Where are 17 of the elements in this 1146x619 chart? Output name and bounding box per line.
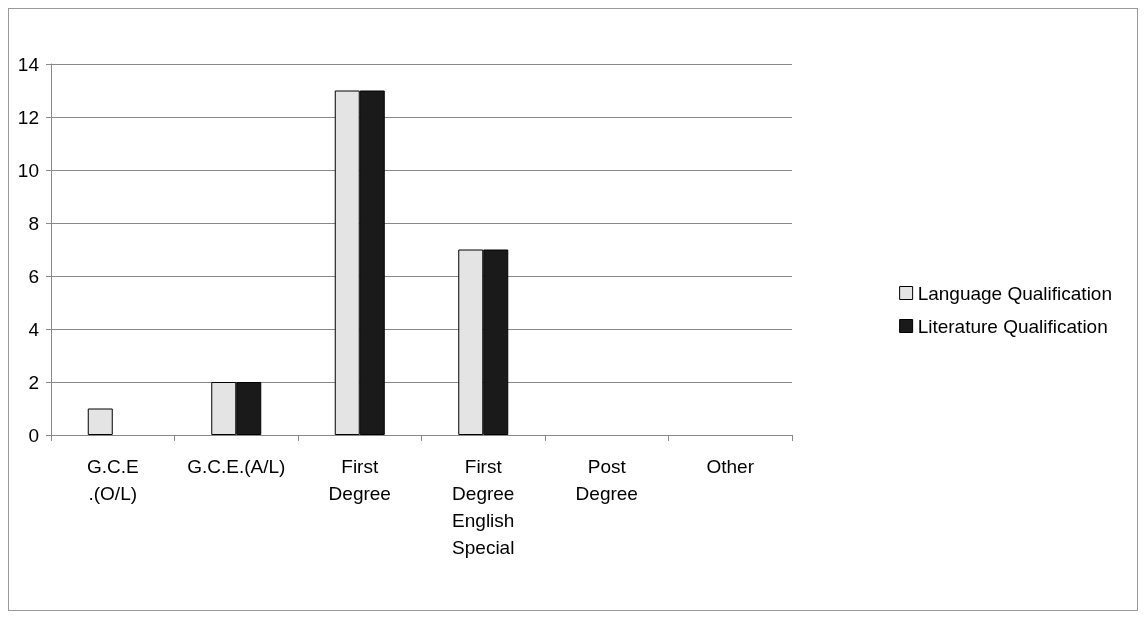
- x-tick-label: G.C.E .(O/L): [86, 456, 139, 504]
- legend-label: Language Qualification: [917, 282, 1113, 304]
- x-tick-label: First Degree English Special: [452, 456, 515, 558]
- y-tick-label: 14: [17, 53, 40, 75]
- x-tick-label: Other: [706, 456, 755, 477]
- y-tick-label: 6: [28, 265, 39, 287]
- y-tick-label: 0: [28, 424, 39, 446]
- y-tick-label: 4: [28, 318, 40, 340]
- y-tick-label: 10: [17, 159, 39, 181]
- y-tick-label: 12: [17, 106, 39, 128]
- legend-label: Literature Qualification: [917, 315, 1108, 337]
- x-tick-label: G.C.E.(A/L): [187, 456, 286, 477]
- y-tick-label: 2: [28, 371, 39, 393]
- y-tick-label: 8: [28, 212, 39, 234]
- x-tick-label: Post Degree: [575, 456, 638, 504]
- bar: [87, 408, 113, 435]
- x-tick-label: First Degree: [328, 456, 391, 504]
